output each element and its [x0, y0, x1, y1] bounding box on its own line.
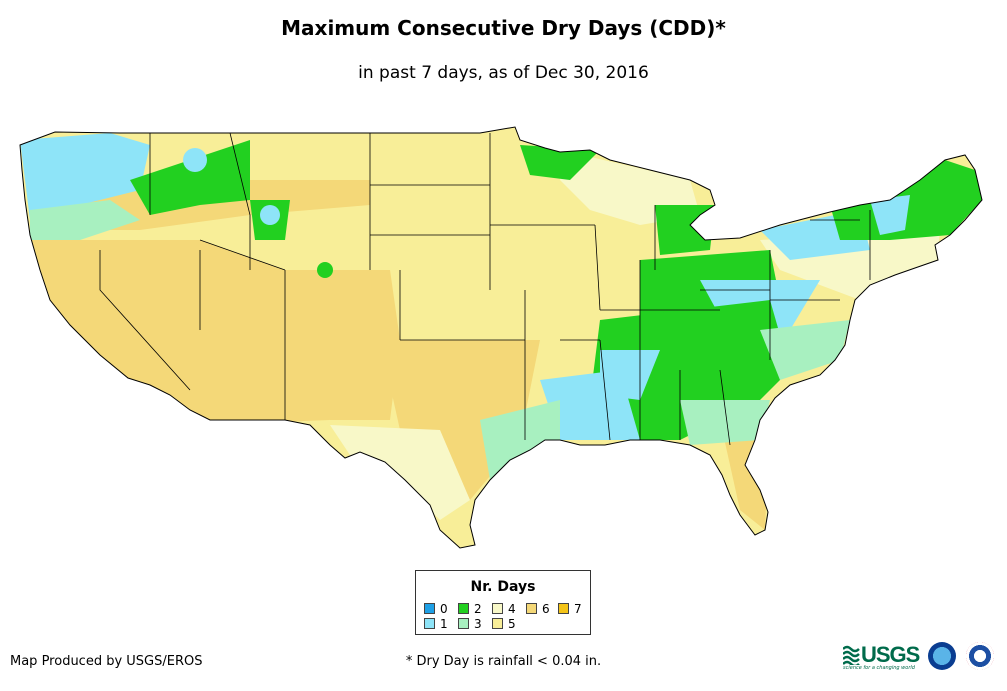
legend-item: 3	[458, 618, 482, 631]
footnote: * Dry Day is rainfall < 0.04 in.	[405, 654, 602, 669]
map-title: Maximum Consecutive Dry Days (CDD)*	[281, 16, 726, 40]
legend: Nr. Days 0 1 2 3 4 5 6 7	[415, 570, 591, 635]
legend-swatch	[492, 618, 503, 629]
usgs-wordmark: USGS	[861, 642, 920, 667]
legend-swatch	[492, 603, 503, 614]
legend-label: 5	[508, 617, 516, 631]
legend-item: 6	[526, 603, 550, 616]
legend-item: 0	[424, 603, 448, 616]
legend-item: 4	[492, 603, 516, 616]
legend-item: 1	[424, 618, 448, 631]
legend-swatch	[458, 618, 469, 629]
legend-label: 6	[542, 602, 550, 616]
noaa-seal-icon	[928, 642, 956, 670]
map-subtitle: in past 7 days, as of Dec 30, 2016	[358, 63, 649, 83]
legend-label: 7	[574, 602, 582, 616]
legend-label: 1	[440, 617, 448, 631]
legend-label: 3	[474, 617, 482, 631]
legend-title: Nr. Days	[470, 579, 536, 595]
legend-swatch	[526, 603, 537, 614]
state-borders	[99, 132, 871, 446]
legend-label: 4	[508, 602, 516, 616]
legend-label: 0	[440, 602, 448, 616]
legend-swatch	[424, 603, 435, 614]
usgs-wave-icon	[843, 645, 860, 665]
nws-seal-icon	[966, 642, 994, 670]
map-credit: Map Produced by USGS/EROS	[10, 654, 203, 669]
legend-swatch	[558, 603, 569, 614]
legend-swatch	[424, 618, 435, 629]
legend-item: 2	[458, 603, 482, 616]
cdd-raster	[20, 127, 982, 548]
legend-swatch	[458, 603, 469, 614]
usgs-tagline: science for a changing world	[843, 665, 915, 671]
legend-label: 2	[474, 602, 482, 616]
legend-item: 7	[558, 603, 582, 616]
legend-item: 5	[492, 618, 516, 631]
